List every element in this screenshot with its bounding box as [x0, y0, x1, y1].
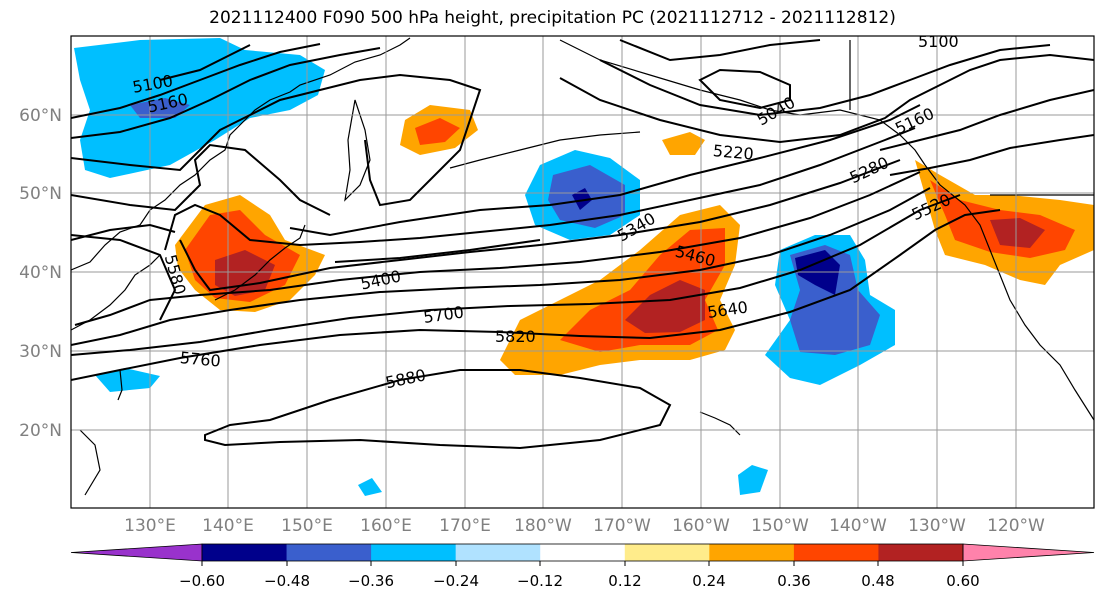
contour-label: 5820	[495, 327, 536, 346]
height-contours	[71, 39, 1094, 450]
precip-pos-westcoast-core	[990, 218, 1045, 248]
colorbar-segment	[286, 544, 372, 561]
lon-labels: 130°E 140°E 150°E 160°E 170°E 180°W 170°…	[124, 516, 1045, 536]
lon-label: 140°W	[829, 516, 887, 536]
precip-neg-nw-strong	[130, 98, 190, 118]
contour-5280	[71, 143, 331, 216]
precip-pos-japan-core	[215, 250, 275, 296]
contour-5820	[71, 209, 1001, 381]
contour-5100-east	[619, 39, 821, 62]
contour-nw-arc	[159, 44, 251, 81]
lat-label: 30°N	[19, 342, 62, 362]
contour-label: 5220	[712, 141, 754, 163]
lon-label: 120°W	[987, 516, 1045, 536]
contour-5340	[289, 104, 921, 237]
colorbar-segment	[793, 544, 879, 561]
colorbar-segment	[709, 544, 795, 561]
precip-neg-hawaii-small	[738, 465, 768, 495]
lon-label: 160°E	[360, 516, 412, 536]
contour-5760	[71, 194, 961, 356]
precip-neg-small-2	[358, 478, 382, 496]
lat-label: 60°N	[19, 106, 62, 126]
contour-east-wave2	[889, 134, 1094, 176]
coast-japan	[214, 224, 306, 301]
colorbar-segment	[371, 544, 457, 561]
precip-pos-gulf-small	[662, 132, 705, 155]
lon-label: 140°E	[202, 516, 254, 536]
contour-5220-east	[559, 53, 1094, 144]
lon-label: 170°E	[439, 516, 491, 536]
lon-label: 150°W	[751, 516, 809, 536]
contour-5220	[71, 73, 482, 207]
colorbar-segment	[540, 544, 626, 561]
colorbar-tick-label: −0.60	[179, 572, 225, 590]
lon-label: 160°W	[672, 516, 730, 536]
colorbar-segment	[624, 544, 710, 561]
colorbar-extend-max	[962, 543, 1095, 562]
colorbar-segment	[455, 544, 541, 561]
map-title: 2021112400 F090 500 hPa height, precipit…	[209, 8, 896, 28]
contour-5160	[71, 47, 381, 139]
colorbar-segment	[202, 544, 288, 561]
precip-pos-westcoast-mid	[930, 180, 1075, 258]
colorbar: −0.60 −0.48 −0.36 −0.24 −0.12 0.12 0.24 …	[70, 543, 1095, 590]
colorbar-tick-label: −0.12	[517, 572, 563, 590]
colorbar-frame	[201, 543, 964, 562]
contour-5640	[74, 171, 921, 326]
graticule	[71, 36, 1094, 508]
colorbar-extend-min	[70, 543, 203, 562]
colorbar-tick-label: 0.60	[946, 572, 979, 590]
contour-west-loop	[71, 223, 176, 241]
contour-5880	[204, 369, 672, 450]
lat-label: 40°N	[19, 263, 62, 283]
lon-label: 150°E	[281, 516, 333, 536]
lat-label: 20°N	[19, 421, 62, 441]
contour-5460	[71, 234, 177, 321]
colorbar-tick-label: −0.48	[264, 572, 310, 590]
precip-pos-bering-core	[415, 118, 460, 145]
contour-5520	[164, 127, 916, 251]
contour-east-wave	[879, 89, 1094, 151]
precip-pos-subtropical-core	[625, 280, 705, 333]
contour-5400	[334, 239, 541, 263]
coast-na-west	[924, 164, 1094, 421]
colorbar-tick-labels: −0.60 −0.48 −0.36 −0.24 −0.12 0.12 0.24 …	[179, 572, 980, 590]
colorbar-tick-label: −0.24	[433, 572, 479, 590]
colorbar-tick-label: 0.48	[861, 572, 894, 590]
contour-label: 5760	[179, 348, 221, 370]
contour-5160-east	[599, 44, 1051, 117]
contour-5580	[179, 159, 901, 292]
lat-labels: 60°N 50°N 40°N 30°N 20°N	[19, 106, 62, 441]
colorbar-tick-label: −0.36	[348, 572, 394, 590]
colorbar-tick-label: 0.12	[608, 572, 641, 590]
contour-alaska-low	[698, 68, 791, 110]
contour-5100	[71, 43, 321, 119]
map-frame	[70, 35, 1095, 509]
colorbar-segments	[70, 543, 1095, 562]
lon-label: 180°W	[514, 516, 572, 536]
lon-label: 170°W	[593, 516, 651, 536]
coast-taiwan	[117, 369, 123, 401]
precip-neg-south-small	[95, 368, 160, 392]
lat-label: 50°N	[19, 184, 62, 204]
contour-5700	[71, 187, 931, 346]
colorbar-segment	[878, 544, 964, 561]
lon-label: 130°W	[908, 516, 966, 536]
colorbar-tick-label: 0.36	[777, 572, 810, 590]
colorbar-ticks	[201, 561, 964, 566]
coast-aleutians	[449, 131, 641, 169]
colorbar-tick-label: 0.24	[692, 572, 725, 590]
precip-neg-nw	[74, 38, 325, 178]
coast-philippines	[79, 429, 101, 496]
contour-label: 5100	[918, 32, 959, 51]
lon-label: 130°E	[124, 516, 176, 536]
